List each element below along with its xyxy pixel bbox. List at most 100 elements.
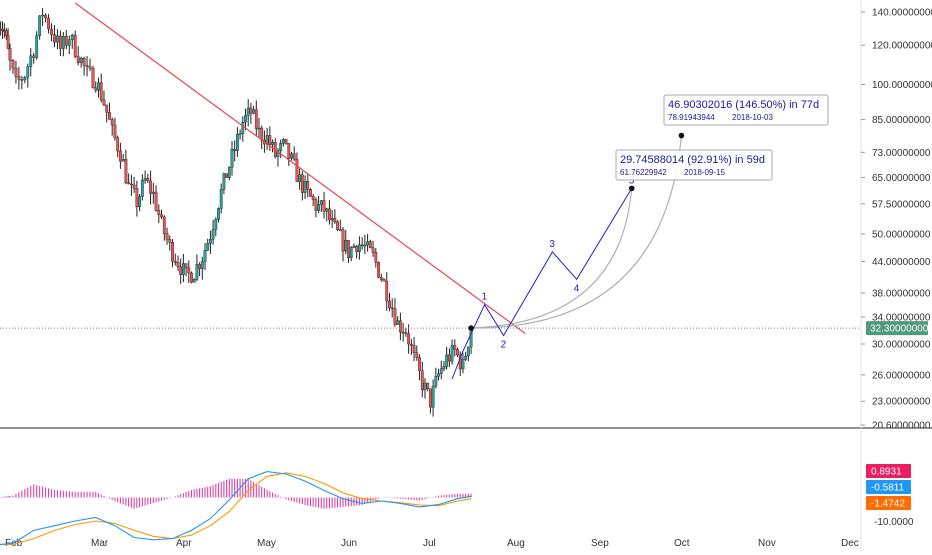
candle-body — [165, 233, 169, 240]
candle-body — [217, 208, 220, 220]
candle-body — [314, 199, 318, 211]
macd-value-label: 0.8931 — [871, 467, 902, 478]
candle-body — [464, 355, 468, 360]
candle-body — [82, 57, 86, 66]
candle-body — [420, 370, 424, 391]
wave-label-2: 2 — [501, 340, 507, 351]
measure-annotation-price: 78.91943944 — [668, 113, 715, 122]
candle-body — [396, 320, 400, 325]
candle-body — [35, 35, 39, 58]
measure-annotation-headline: 46.90302016 (146.50%) in 77d — [668, 99, 819, 111]
candle-body — [461, 359, 465, 370]
candle-body — [198, 264, 201, 269]
current-price-label: 32.30000000 — [870, 324, 929, 335]
candle-body — [160, 214, 163, 218]
candle-body — [401, 331, 405, 334]
candle-body — [61, 36, 65, 49]
candle-body — [132, 184, 136, 189]
candle-body — [230, 149, 234, 168]
candle-body — [192, 279, 196, 283]
candle-body — [195, 264, 199, 280]
candle-body — [219, 189, 223, 209]
x-axis-label: Jun — [341, 538, 357, 549]
resistance-trendline — [74, 2, 526, 334]
macd-signal-line — [0, 472, 472, 546]
x-axis-label: Jul — [423, 538, 436, 549]
candle-body — [418, 357, 421, 371]
current-point — [468, 325, 474, 331]
price-axis-label: 65.00000000 — [872, 173, 931, 184]
candle-body — [244, 115, 247, 123]
candle-body — [168, 239, 172, 243]
candle-body — [453, 345, 457, 350]
candle-body — [306, 181, 310, 190]
candle-body — [382, 279, 386, 282]
price-axis-label: 73.00000000 — [872, 148, 931, 159]
candle-body — [138, 196, 142, 208]
macd-value-label: -0.5811 — [871, 483, 905, 494]
candle-body — [135, 188, 139, 208]
candle-body — [439, 368, 443, 374]
candle-body — [129, 183, 133, 186]
candle-body — [309, 189, 312, 197]
candle-body — [113, 124, 117, 138]
candle-body — [173, 261, 177, 263]
candle-body — [279, 143, 283, 151]
candle-body — [200, 261, 204, 269]
candle-body — [466, 346, 470, 357]
candle-body — [29, 55, 33, 67]
candle-body — [171, 242, 174, 262]
candle-body — [338, 229, 342, 231]
candle-body — [23, 77, 27, 81]
candle-body — [53, 34, 56, 43]
candle-body — [447, 354, 451, 362]
candle-body — [415, 352, 419, 358]
candle-body — [157, 210, 161, 215]
candle-body — [1, 29, 4, 31]
projection-arc — [468, 135, 683, 329]
candle-body — [271, 142, 274, 145]
candle-body — [225, 173, 228, 178]
candle-body — [154, 191, 158, 211]
candle-body — [341, 229, 345, 252]
candle-body — [388, 300, 391, 309]
candle-body — [390, 307, 394, 310]
price-axis-label: 140.00000000 — [872, 8, 932, 19]
candle-body — [4, 30, 8, 36]
candle-body — [214, 219, 218, 230]
candle-body — [116, 137, 120, 152]
candle-body — [227, 167, 231, 178]
candle-body — [385, 280, 389, 302]
candle-body — [393, 308, 397, 325]
x-axis-label: Feb — [5, 538, 23, 549]
candle-body — [56, 35, 59, 43]
candle-body — [412, 345, 416, 353]
candle-body — [105, 104, 109, 113]
candle-body — [70, 34, 74, 40]
candle-body — [47, 17, 50, 30]
candle-body — [336, 221, 339, 230]
candle-body — [58, 35, 62, 49]
candle-body — [50, 28, 53, 35]
candle-body — [290, 153, 293, 159]
candle-body — [206, 243, 210, 251]
candle-body — [429, 388, 432, 408]
measure-annotation-price: 61.76229942 — [620, 168, 667, 177]
wave-label-1: 1 — [482, 292, 488, 303]
macd-value-label: -1.4742 — [871, 499, 905, 510]
candle-body — [377, 262, 380, 278]
candle-body — [311, 196, 315, 200]
candle-body — [149, 180, 152, 194]
candle-body — [102, 99, 106, 106]
candle-body — [333, 218, 337, 223]
x-axis-label: Sep — [591, 538, 609, 549]
candle-body — [276, 150, 280, 157]
x-axis-label: Apr — [176, 538, 192, 549]
candle-body — [260, 127, 264, 141]
candle-body — [73, 34, 77, 57]
candle-body — [88, 66, 92, 69]
candle-body — [99, 82, 103, 101]
candle-body — [366, 241, 369, 246]
